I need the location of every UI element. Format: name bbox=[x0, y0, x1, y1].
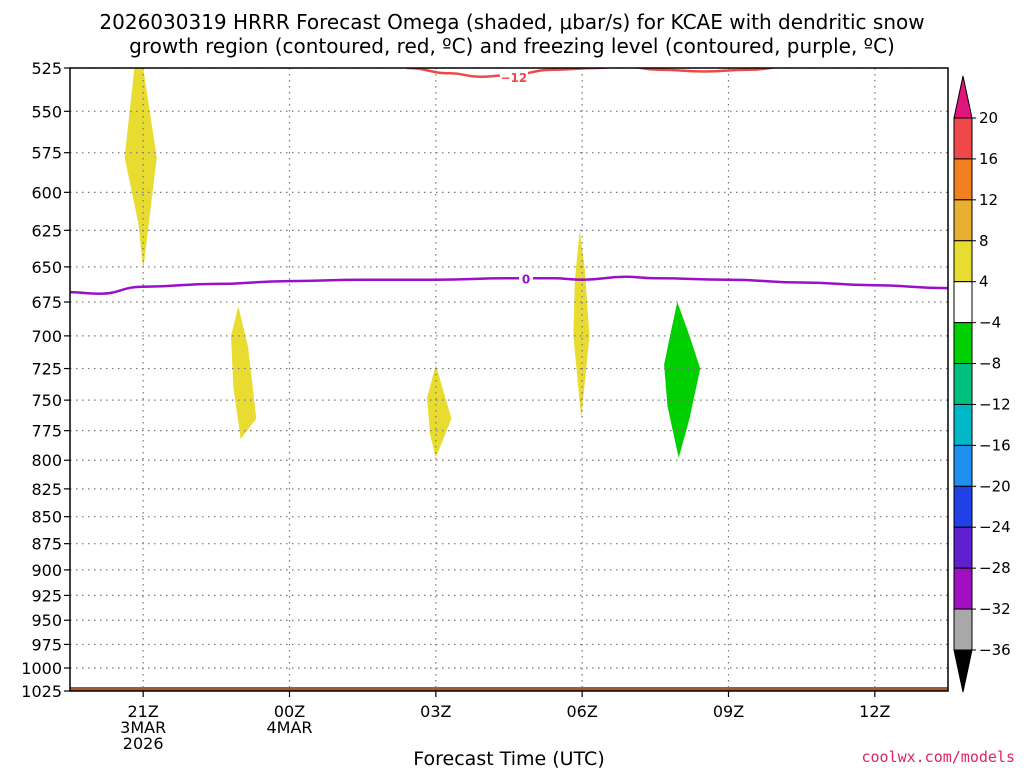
plot-content: −12 0 bbox=[70, 68, 948, 691]
omega-shaded-area-2 bbox=[231, 306, 257, 439]
colorbar-bin-10 bbox=[953, 485, 973, 528]
x-tick-label-9-0: 06Z bbox=[567, 702, 598, 721]
colorbar-tick-label-7: −8 bbox=[979, 355, 1001, 373]
freezing-level-label-bg bbox=[519, 271, 534, 286]
x-tick-label-0-0: 21Z bbox=[128, 702, 159, 721]
chart-title-line-1: 2026030319 HRRR Forecast Omega (shaded, … bbox=[99, 10, 924, 34]
y-tick-label-675: 675 bbox=[31, 293, 62, 312]
y-tick-label-900: 900 bbox=[31, 561, 62, 580]
colorbar-tick-label-5: 4 bbox=[979, 273, 989, 291]
y-tick-label-875: 875 bbox=[31, 535, 62, 554]
colorbar-bin-6 bbox=[953, 322, 973, 365]
plot-frame bbox=[69, 67, 949, 692]
colorbar: 20 16 12 8 4 −4 −8 −12 −16 −20 −24 −28 −32 −36 bbox=[953, 75, 1011, 693]
colorbar-tick-label-11: −24 bbox=[979, 518, 1011, 536]
y-tick-label-800: 800 bbox=[31, 451, 62, 470]
colorbar-bin-7 bbox=[953, 363, 973, 405]
colorbar-tick-label-9: −16 bbox=[979, 436, 1011, 454]
colorbar-bin-11 bbox=[953, 526, 973, 569]
colorbar-tick-label-13: −32 bbox=[979, 600, 1011, 618]
omega-shaded-area-4 bbox=[573, 230, 590, 419]
x-tick-label-0-1: 3MAR bbox=[120, 718, 166, 737]
colorbar-bin-3 bbox=[953, 199, 973, 242]
x-tick-label-15-0: 12Z bbox=[859, 702, 890, 721]
colorbar-tick-label-4: 8 bbox=[979, 232, 989, 250]
colorbar-tick-label-6: −4 bbox=[979, 314, 1001, 332]
y-tick-label-750: 750 bbox=[31, 391, 62, 410]
y-tick-label-525: 525 bbox=[31, 59, 62, 78]
colorbar-tick-label-2: 16 bbox=[979, 150, 998, 168]
colorbar-bottom-arrow bbox=[953, 649, 973, 693]
x-tick-label-3-0: 00Z bbox=[274, 702, 305, 721]
colorbar-tick-label-12: −28 bbox=[979, 559, 1011, 577]
x-tick-label-3-1: 4MAR bbox=[266, 718, 312, 737]
y-tick-label-975: 975 bbox=[31, 635, 62, 654]
x-tick-label-0-2: 2026 bbox=[123, 734, 164, 753]
colorbar-top-arrow bbox=[953, 75, 973, 119]
surface-band bbox=[70, 687, 948, 691]
y-tick-label-925: 925 bbox=[31, 586, 62, 605]
colorbar-bin-4 bbox=[953, 240, 973, 283]
chart-title-line-2: growth region (contoured, red, ºC) and f… bbox=[129, 34, 895, 58]
y-tick-label-850: 850 bbox=[31, 508, 62, 527]
site-credit: coolwx.com/models bbox=[861, 748, 1015, 766]
y-tick-label-700: 700 bbox=[31, 327, 62, 346]
colorbar-bin-1 bbox=[953, 117, 973, 160]
y-tick-label-950: 950 bbox=[31, 611, 62, 630]
y-tick-label-550: 550 bbox=[31, 102, 62, 121]
axes: 525 550 575 600 625 650 675 700 725 750 775 800 825 8… bbox=[21, 59, 949, 753]
colorbar-tick-label-14: −36 bbox=[979, 641, 1011, 659]
x-tick-label-6-0: 03Z bbox=[420, 702, 451, 721]
dgz-contour-label: −12 bbox=[500, 71, 527, 85]
x-axis-label: Forecast Time (UTC) bbox=[413, 748, 604, 768]
colorbar-bin-5 bbox=[953, 281, 973, 324]
y-tick-label-775: 775 bbox=[31, 422, 62, 441]
freezing-level-label: 0 bbox=[522, 272, 530, 286]
colorbar-bin-8 bbox=[953, 403, 973, 446]
colorbar-bin-2 bbox=[953, 158, 973, 201]
y-tick-label-600: 600 bbox=[31, 183, 62, 202]
y-tick-label-725: 725 bbox=[31, 360, 62, 379]
colorbar-tick-label-1: 20 bbox=[979, 109, 998, 127]
x-tick-label-12-0: 09Z bbox=[713, 702, 744, 721]
omega-shaded-area-3 bbox=[427, 364, 452, 458]
colorbar-tick-label-10: −20 bbox=[979, 477, 1011, 495]
colorbar-tick-label-3: 12 bbox=[979, 191, 998, 209]
y-tick-label-1000: 1000 bbox=[21, 659, 62, 678]
colorbar-bin-13 bbox=[953, 608, 973, 651]
dgz-contour-line bbox=[406, 68, 780, 79]
y-tick-label-625: 625 bbox=[31, 221, 62, 240]
omega-shaded-area-5 bbox=[664, 302, 701, 458]
freezing-level-line bbox=[70, 275, 948, 295]
colorbar-bin-9 bbox=[953, 444, 973, 487]
y-tick-label-650: 650 bbox=[31, 258, 62, 277]
y-tick-label-1025: 1025 bbox=[21, 682, 62, 701]
plot-area: −12 0 bbox=[70, 68, 948, 691]
dgz-contour-label-bg bbox=[499, 69, 528, 84]
colorbar-bin-12 bbox=[953, 567, 973, 610]
y-tick-label-575: 575 bbox=[31, 144, 62, 163]
y-tick-label-825: 825 bbox=[31, 480, 62, 499]
colorbar-tick-label-8: −12 bbox=[979, 395, 1011, 413]
omega-shaded-area-1 bbox=[124, 68, 157, 270]
